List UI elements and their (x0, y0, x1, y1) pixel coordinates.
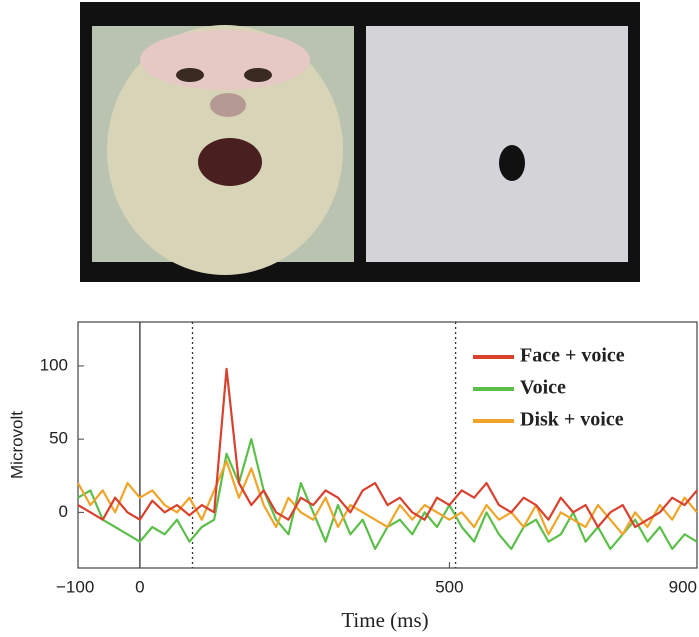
x-tick-label: −100 (56, 577, 94, 596)
legend-label: Disk + voice (520, 409, 624, 431)
y-tick-label: 0 (59, 502, 68, 521)
x-tick-label: 0 (135, 577, 144, 596)
x-tick-label: 900 (669, 577, 697, 596)
y-tick-label: 50 (49, 429, 68, 448)
y-axis-label: Microvolt (7, 411, 26, 479)
x-axis-label: Time (ms) (341, 608, 428, 632)
x-tick-label: 500 (435, 577, 463, 596)
eye (244, 68, 272, 82)
y-tick-label: 100 (40, 355, 68, 374)
stimulus-panel (80, 2, 640, 282)
series-line (77, 367, 698, 529)
disk (499, 145, 525, 181)
eye (176, 68, 204, 82)
plot (77, 322, 698, 568)
mouth (198, 138, 262, 186)
legend-label: Face + voice (520, 345, 625, 367)
legend-label: Voice (520, 377, 566, 399)
nose (210, 93, 246, 117)
disk-image (366, 26, 628, 262)
brow (140, 30, 310, 90)
